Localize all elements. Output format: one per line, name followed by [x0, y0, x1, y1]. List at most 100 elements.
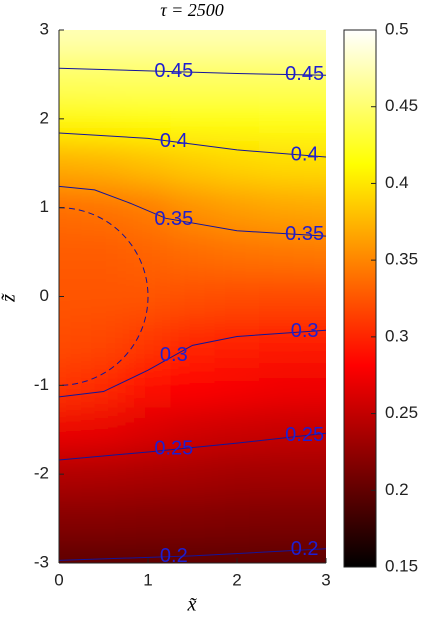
heat-cell — [303, 407, 326, 453]
heat-cell — [125, 30, 171, 53]
y-tick-label: -3 — [34, 552, 49, 571]
heat-cell — [81, 141, 127, 186]
colorbar-tick-label: 0.35 — [385, 250, 418, 269]
heat-cell — [125, 229, 171, 275]
heat-cell — [81, 496, 127, 542]
heat-cell — [81, 52, 127, 98]
heat-cell — [259, 318, 305, 364]
heat-cell — [259, 141, 305, 186]
heat-cell — [125, 496, 171, 542]
heatmap-cells — [59, 30, 326, 563]
contour-label: 0.2 — [160, 545, 188, 567]
contour-label: 0.25 — [154, 438, 193, 460]
heat-cell — [81, 185, 127, 231]
heat-cell — [125, 52, 171, 98]
x-tick-label: 3 — [321, 570, 330, 589]
y-tick-label: 2 — [40, 108, 49, 127]
heat-cell — [214, 185, 260, 231]
heat-cell — [214, 274, 260, 320]
heat-cell — [259, 30, 305, 53]
x-tick-label: 2 — [232, 570, 241, 589]
heat-cell — [125, 318, 171, 364]
heat-cell — [59, 274, 82, 320]
contour-label: 0.45 — [285, 63, 324, 85]
heat-cell — [81, 540, 127, 563]
colorbar-tick-label: 0.4 — [385, 173, 409, 192]
heat-cell — [59, 540, 82, 563]
heat-cell — [170, 540, 216, 563]
y-tick-label: 1 — [40, 197, 49, 216]
heat-cell — [81, 96, 127, 142]
heat-cell — [259, 407, 305, 453]
contour-line — [59, 432, 326, 461]
heat-cell — [59, 363, 82, 409]
heat-cell — [170, 274, 216, 320]
heat-cell — [259, 496, 305, 542]
heat-cell — [214, 141, 260, 186]
heat-cell — [170, 407, 216, 453]
colorbar-tick-label: 0.25 — [385, 403, 418, 422]
contour-label: 0.45 — [154, 60, 193, 82]
heat-cell — [214, 229, 260, 275]
contour-label: 0.4 — [160, 130, 188, 152]
heat-cell — [59, 451, 82, 497]
heat-cell — [81, 451, 127, 497]
heat-cell — [303, 185, 326, 231]
heat-cell — [303, 30, 326, 53]
heat-cell — [170, 52, 216, 98]
heat-cell — [303, 96, 326, 142]
heat-cell — [81, 30, 127, 53]
colorbar-tick-label: 0.2 — [385, 480, 409, 499]
heat-cell — [59, 141, 82, 186]
contours — [59, 67, 326, 561]
heat-cell — [170, 363, 216, 409]
heat-cell — [59, 229, 82, 275]
heat-cell — [170, 496, 216, 542]
heatmap — [59, 30, 326, 563]
heat-cell — [81, 407, 127, 453]
heat-cell — [259, 363, 305, 409]
heat-cell — [214, 52, 260, 98]
contour-label: 0.4 — [291, 144, 319, 166]
heat-cell — [170, 229, 216, 275]
heat-cell — [303, 540, 326, 563]
contour-line — [59, 67, 326, 76]
colorbar-tick-label: 0.5 — [385, 19, 409, 38]
heat-cell — [259, 274, 305, 320]
heat-cell — [125, 274, 171, 320]
heat-cell — [81, 274, 127, 320]
heat-cell — [303, 363, 326, 409]
heat-cell — [125, 407, 171, 453]
contour-line — [59, 548, 326, 561]
heat-cell — [170, 451, 216, 497]
heat-cell — [214, 540, 260, 563]
heat-cell — [214, 451, 260, 497]
heat-cell — [125, 185, 171, 231]
heat-cell — [59, 496, 82, 542]
heat-cell — [259, 229, 305, 275]
heat-cell — [303, 318, 326, 364]
heat-cell — [59, 318, 82, 364]
heat-cell — [170, 318, 216, 364]
heat-cell — [303, 274, 326, 320]
heat-cell — [303, 229, 326, 275]
y-axis-label: z̃ — [0, 293, 20, 303]
heat-cell — [125, 96, 171, 142]
heat-cell — [214, 407, 260, 453]
heat-cell — [259, 96, 305, 142]
colorbar-tick-label: 0.45 — [385, 96, 418, 115]
contour-line — [59, 329, 326, 398]
contour-label: 0.2 — [291, 538, 319, 560]
heat-cell — [81, 318, 127, 364]
colorbar-tick-label: 0.15 — [385, 556, 418, 575]
heat-cell — [59, 407, 82, 453]
colorbar-tick-label: 0.3 — [385, 326, 409, 345]
heat-cell — [214, 496, 260, 542]
heat-cell — [59, 96, 82, 142]
heat-cell — [170, 141, 216, 186]
heat-cell — [259, 185, 305, 231]
y-tick-label: -1 — [34, 375, 49, 394]
y-tick-label: -2 — [34, 464, 49, 483]
x-axis-label: x̃ — [187, 594, 197, 616]
